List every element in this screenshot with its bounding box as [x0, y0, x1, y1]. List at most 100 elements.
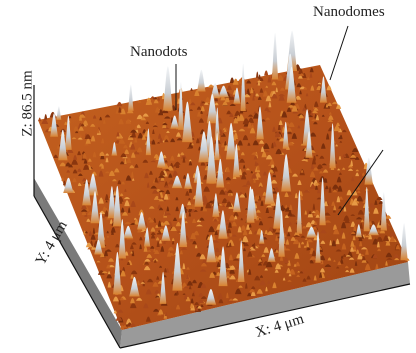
nanodot-bump: [104, 114, 111, 118]
nanodot-bump: [122, 266, 126, 272]
nanodot-bump: [324, 178, 328, 183]
nanodot-bump: [253, 90, 256, 97]
nanodot-bump: [143, 245, 148, 252]
nanodot-bump: [182, 156, 186, 163]
nanodot-bump: [182, 293, 186, 295]
nanodot-bump: [231, 234, 237, 237]
nanodot-bump: [315, 154, 319, 157]
nanodot-bump: [192, 279, 197, 284]
nanodot-bump: [191, 209, 195, 213]
nanodot-bump: [329, 239, 332, 246]
nanodot-bump: [171, 240, 175, 245]
nanodot-bump: [259, 280, 266, 286]
nanodot-bump: [337, 185, 343, 192]
nanodot-bump: [134, 163, 139, 168]
nanodot-bump: [326, 85, 332, 91]
nanodome-spike: [179, 211, 188, 247]
nanodot-bump: [303, 189, 310, 193]
nanodot-bump: [81, 211, 87, 216]
nanodot-bump: [234, 288, 242, 295]
nanodome-spike: [256, 106, 264, 140]
nanodot-bump: [250, 248, 256, 251]
nanodome-spike: [212, 193, 220, 217]
nanodot-bump: [305, 222, 313, 228]
nanodot-bump: [176, 291, 179, 295]
nanodot-bump: [105, 153, 110, 156]
nanodot-bump: [81, 204, 87, 210]
nanodot-bump: [307, 247, 311, 250]
nanodot-bump: [196, 106, 202, 110]
nanodome-spike: [232, 192, 241, 213]
nanodome-spike: [128, 84, 134, 111]
nanodot-bump: [157, 96, 160, 101]
nanodot-bump: [240, 225, 247, 231]
nanodot-bump: [130, 143, 136, 150]
nanodot-bump: [253, 242, 256, 249]
nanodot-bump: [299, 90, 302, 95]
nanodot-bump: [120, 270, 126, 277]
nanodot-bump: [301, 159, 308, 161]
nanodot-bump: [258, 182, 263, 187]
nanodot-bump: [351, 176, 355, 182]
nanodot-bump: [251, 173, 257, 179]
nanodot-bump: [309, 67, 314, 73]
nanodot-bump: [166, 130, 170, 133]
nanodot-bump: [344, 265, 349, 269]
nanodot-bump: [112, 179, 117, 182]
nanodot-bump: [289, 204, 293, 210]
nanodot-bump: [126, 157, 132, 163]
nanodome-spike: [206, 234, 217, 263]
nanodot-bump: [114, 168, 120, 173]
nanodot-bump: [155, 224, 159, 228]
nanodot-bump: [131, 152, 136, 158]
nanodot-bump: [265, 286, 268, 292]
nanodot-bump: [287, 232, 291, 237]
nanodot-bump: [289, 284, 296, 289]
nanodot-bump: [38, 117, 42, 122]
nanodot-bump: [176, 132, 181, 137]
nanodot-bump: [201, 195, 208, 202]
nanodot-bump: [320, 229, 327, 234]
nanodomes-leader-line-2: [337, 149, 384, 216]
nanodot-bump: [102, 119, 106, 124]
nanodot-bump: [356, 249, 360, 254]
nanodome-spike: [178, 203, 187, 219]
nanodot-bump: [268, 169, 275, 173]
nanodot-bump: [256, 244, 260, 248]
nanodot-bump: [324, 264, 332, 267]
nanodot-bump: [304, 147, 307, 151]
nanodot-bump: [350, 231, 356, 235]
nanodot-bump: [130, 298, 135, 304]
nanodot-bump: [234, 110, 241, 117]
nanodot-bump: [350, 154, 357, 158]
nanodot-bump: [131, 250, 135, 257]
nanodot-bump: [176, 138, 183, 141]
nanodot-bump: [255, 209, 261, 213]
nanodot-bump: [247, 292, 252, 297]
nanodot-bump: [259, 185, 262, 188]
nanodot-bump: [222, 101, 228, 106]
nanodot-bump: [202, 259, 208, 264]
nanodot-bump: [82, 120, 89, 126]
nanodot-bump: [176, 230, 182, 233]
nanodot-bump: [242, 171, 247, 175]
nanodot-bump: [68, 164, 73, 168]
nanodot-bump: [297, 270, 300, 273]
nanodot-bump: [147, 250, 152, 252]
nanodot-bump: [357, 190, 361, 194]
nanodot-bump: [365, 248, 369, 255]
nanodot-bump: [302, 107, 307, 112]
nanodot-bump: [71, 137, 77, 140]
nanodot-bump: [250, 87, 254, 94]
nanodot-bump: [159, 170, 166, 176]
nanodot-bump: [106, 230, 109, 234]
nanodot-bump: [243, 248, 246, 252]
nanodot-bump: [194, 244, 198, 249]
nanodot-bump: [130, 251, 133, 254]
nanodot-bump: [154, 177, 158, 183]
nanodot-bump: [306, 77, 310, 80]
nanodot-bump: [84, 134, 92, 139]
nanodot-bump: [268, 101, 272, 108]
nanodot-bump: [124, 188, 127, 192]
nanodot-bump: [199, 254, 206, 260]
